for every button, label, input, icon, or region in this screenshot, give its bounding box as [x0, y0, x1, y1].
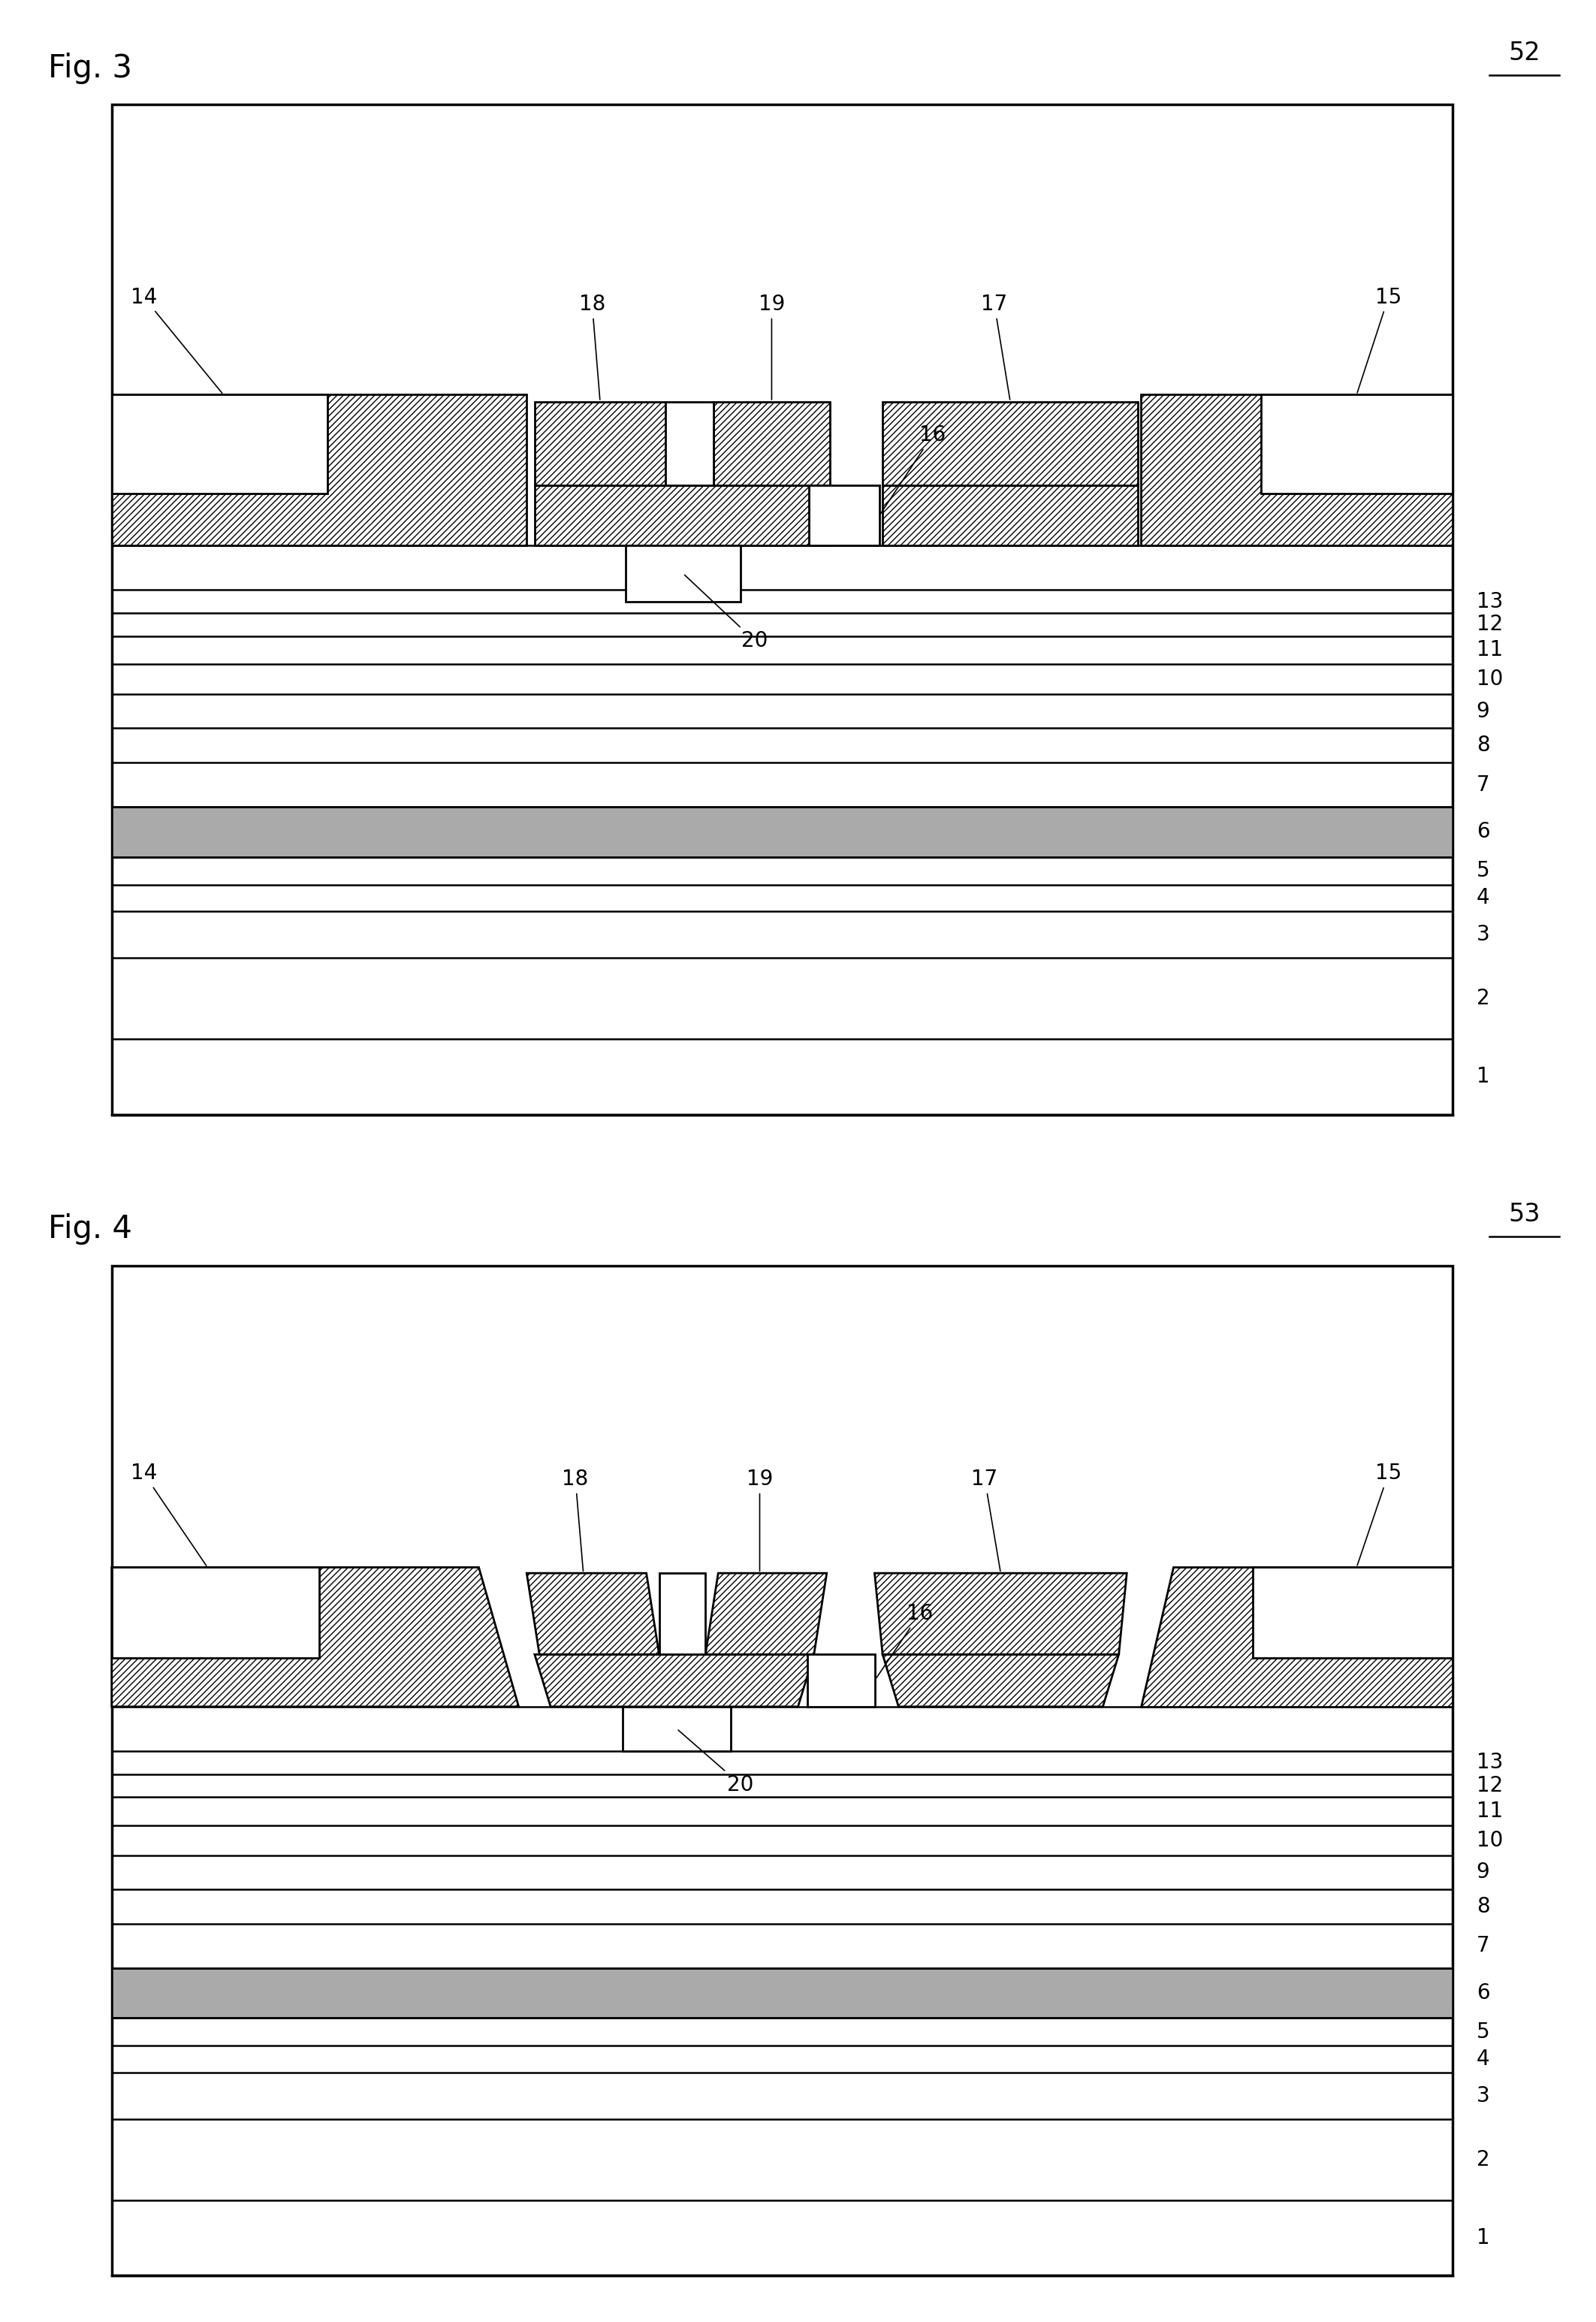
Bar — [112, 395, 527, 546]
Bar — [112, 1969, 1452, 2018]
Bar — [883, 402, 1138, 485]
Polygon shape — [527, 1574, 659, 1653]
Bar — [622, 1707, 731, 1751]
Bar — [713, 402, 830, 485]
Polygon shape — [705, 1574, 827, 1653]
Bar — [883, 485, 1138, 546]
Text: 9: 9 — [1476, 1862, 1489, 1883]
Bar — [1141, 395, 1452, 546]
Polygon shape — [883, 1653, 1119, 1707]
Text: 11: 11 — [1476, 1800, 1503, 1823]
Text: 19: 19 — [747, 1468, 772, 1572]
Text: 12: 12 — [1476, 613, 1503, 636]
Bar — [112, 806, 1452, 857]
Text: 19: 19 — [758, 293, 785, 399]
Bar — [535, 402, 666, 485]
Text: Fig. 3: Fig. 3 — [48, 51, 132, 84]
Text: 11: 11 — [1476, 639, 1503, 662]
Text: 7: 7 — [1476, 773, 1489, 796]
Text: 3: 3 — [1476, 2085, 1489, 2106]
Text: 1: 1 — [1476, 1066, 1489, 1087]
Text: 5: 5 — [1476, 2020, 1489, 2043]
Text: Fig. 4: Fig. 4 — [48, 1212, 132, 1245]
Text: 10: 10 — [1476, 669, 1503, 690]
Bar — [112, 104, 1452, 1115]
Polygon shape — [1141, 1567, 1452, 1707]
Text: 20: 20 — [678, 1730, 753, 1795]
Bar — [1253, 1567, 1452, 1658]
Text: 14: 14 — [131, 1463, 206, 1565]
Text: 17: 17 — [982, 293, 1010, 399]
Bar — [666, 402, 713, 485]
Bar — [535, 485, 830, 546]
Polygon shape — [112, 1567, 519, 1707]
Text: 52: 52 — [1508, 39, 1540, 65]
Text: 14: 14 — [131, 286, 222, 392]
Bar — [659, 1574, 705, 1653]
Text: 8: 8 — [1476, 734, 1489, 757]
Text: 16: 16 — [881, 425, 946, 513]
Text: 2: 2 — [1476, 2148, 1489, 2171]
Text: 9: 9 — [1476, 701, 1489, 722]
Text: 18: 18 — [579, 293, 605, 399]
Text: 17: 17 — [972, 1468, 1001, 1572]
Bar — [112, 395, 327, 492]
Text: 20: 20 — [685, 576, 768, 652]
Text: 8: 8 — [1476, 1895, 1489, 1918]
Text: 18: 18 — [562, 1468, 589, 1572]
Text: 4: 4 — [1476, 887, 1489, 908]
Text: 2: 2 — [1476, 987, 1489, 1010]
Bar — [112, 1567, 319, 1658]
Bar — [112, 1969, 1452, 2018]
Bar — [112, 806, 1452, 857]
Text: 10: 10 — [1476, 1830, 1503, 1851]
Text: 3: 3 — [1476, 924, 1489, 945]
Text: 6: 6 — [1476, 1983, 1489, 2004]
Bar — [809, 485, 879, 546]
Text: 12: 12 — [1476, 1774, 1503, 1797]
Text: 4: 4 — [1476, 2048, 1489, 2069]
Bar — [626, 546, 741, 601]
Polygon shape — [535, 1653, 814, 1707]
Text: 13: 13 — [1476, 1751, 1503, 1774]
Bar — [1261, 395, 1452, 492]
Text: 7: 7 — [1476, 1934, 1489, 1957]
Text: 15: 15 — [1357, 1463, 1401, 1565]
Bar — [112, 1265, 1452, 2276]
Bar — [808, 1653, 875, 1707]
Text: 1: 1 — [1476, 2227, 1489, 2248]
Polygon shape — [875, 1574, 1127, 1653]
Text: 5: 5 — [1476, 859, 1489, 882]
Text: 13: 13 — [1476, 590, 1503, 613]
Text: 16: 16 — [876, 1602, 934, 1679]
Text: 15: 15 — [1357, 286, 1401, 392]
Text: 6: 6 — [1476, 822, 1489, 843]
Text: 53: 53 — [1508, 1203, 1540, 1226]
